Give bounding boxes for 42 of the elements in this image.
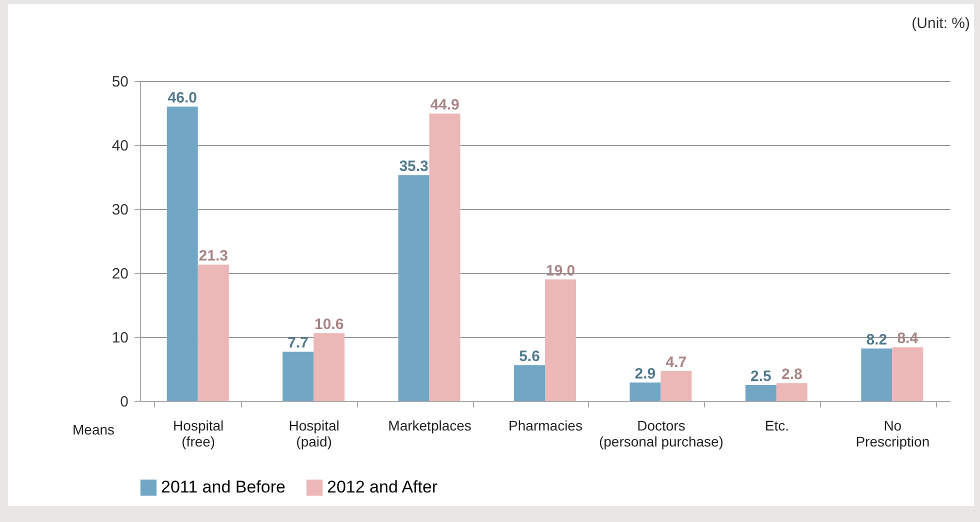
x-tick-label: Pharmacies xyxy=(508,418,582,434)
bar xyxy=(745,385,776,401)
y-tick-label: 50 xyxy=(112,74,128,90)
text: (Unit: %) xyxy=(912,15,970,32)
bar xyxy=(314,333,345,401)
legend-label: 2011 and Before xyxy=(161,478,286,497)
x-tick-label: Hospital (free) xyxy=(173,418,224,450)
y-tick-label: 10 xyxy=(112,330,128,346)
y-tick-label: 0 xyxy=(120,394,128,410)
bar xyxy=(166,106,198,401)
x-tick-label: Doctors (personal purchase) xyxy=(598,418,724,450)
data-label: 2.8 xyxy=(781,366,802,384)
data-label: 2.5 xyxy=(750,368,772,385)
bar xyxy=(892,347,924,401)
x-tick-label: Etc. xyxy=(764,418,789,434)
bar xyxy=(514,365,545,401)
data-label: 44.9 xyxy=(430,96,460,114)
data-label: 10.6 xyxy=(314,316,344,334)
x-tick-label: Marketplaces xyxy=(388,418,472,434)
y-tick-label: 40 xyxy=(112,138,128,154)
bar xyxy=(861,348,892,401)
data-label: 7.7 xyxy=(288,334,309,352)
y-tick-label: 20 xyxy=(112,266,128,282)
data-label: 21.3 xyxy=(198,248,228,265)
bar xyxy=(545,279,576,401)
bar xyxy=(660,370,692,401)
bar xyxy=(429,114,460,401)
data-label: 2.9 xyxy=(634,365,656,382)
bar xyxy=(198,264,229,401)
data-label: 5.6 xyxy=(519,348,540,366)
data-label: 4.7 xyxy=(666,354,687,371)
bar xyxy=(282,352,314,401)
x-axis-title: Means xyxy=(72,422,115,438)
bar xyxy=(398,175,430,401)
data-label: 46.0 xyxy=(168,90,197,107)
y-tick-label: 30 xyxy=(112,202,128,218)
bar xyxy=(776,383,808,401)
legend-label: 2012 and After xyxy=(327,478,438,497)
x-tick-label: Hospital (paid) xyxy=(288,418,340,450)
data-label: 35.3 xyxy=(399,158,428,176)
bar xyxy=(630,382,661,401)
x-tick-label: No Prescription xyxy=(856,418,930,450)
